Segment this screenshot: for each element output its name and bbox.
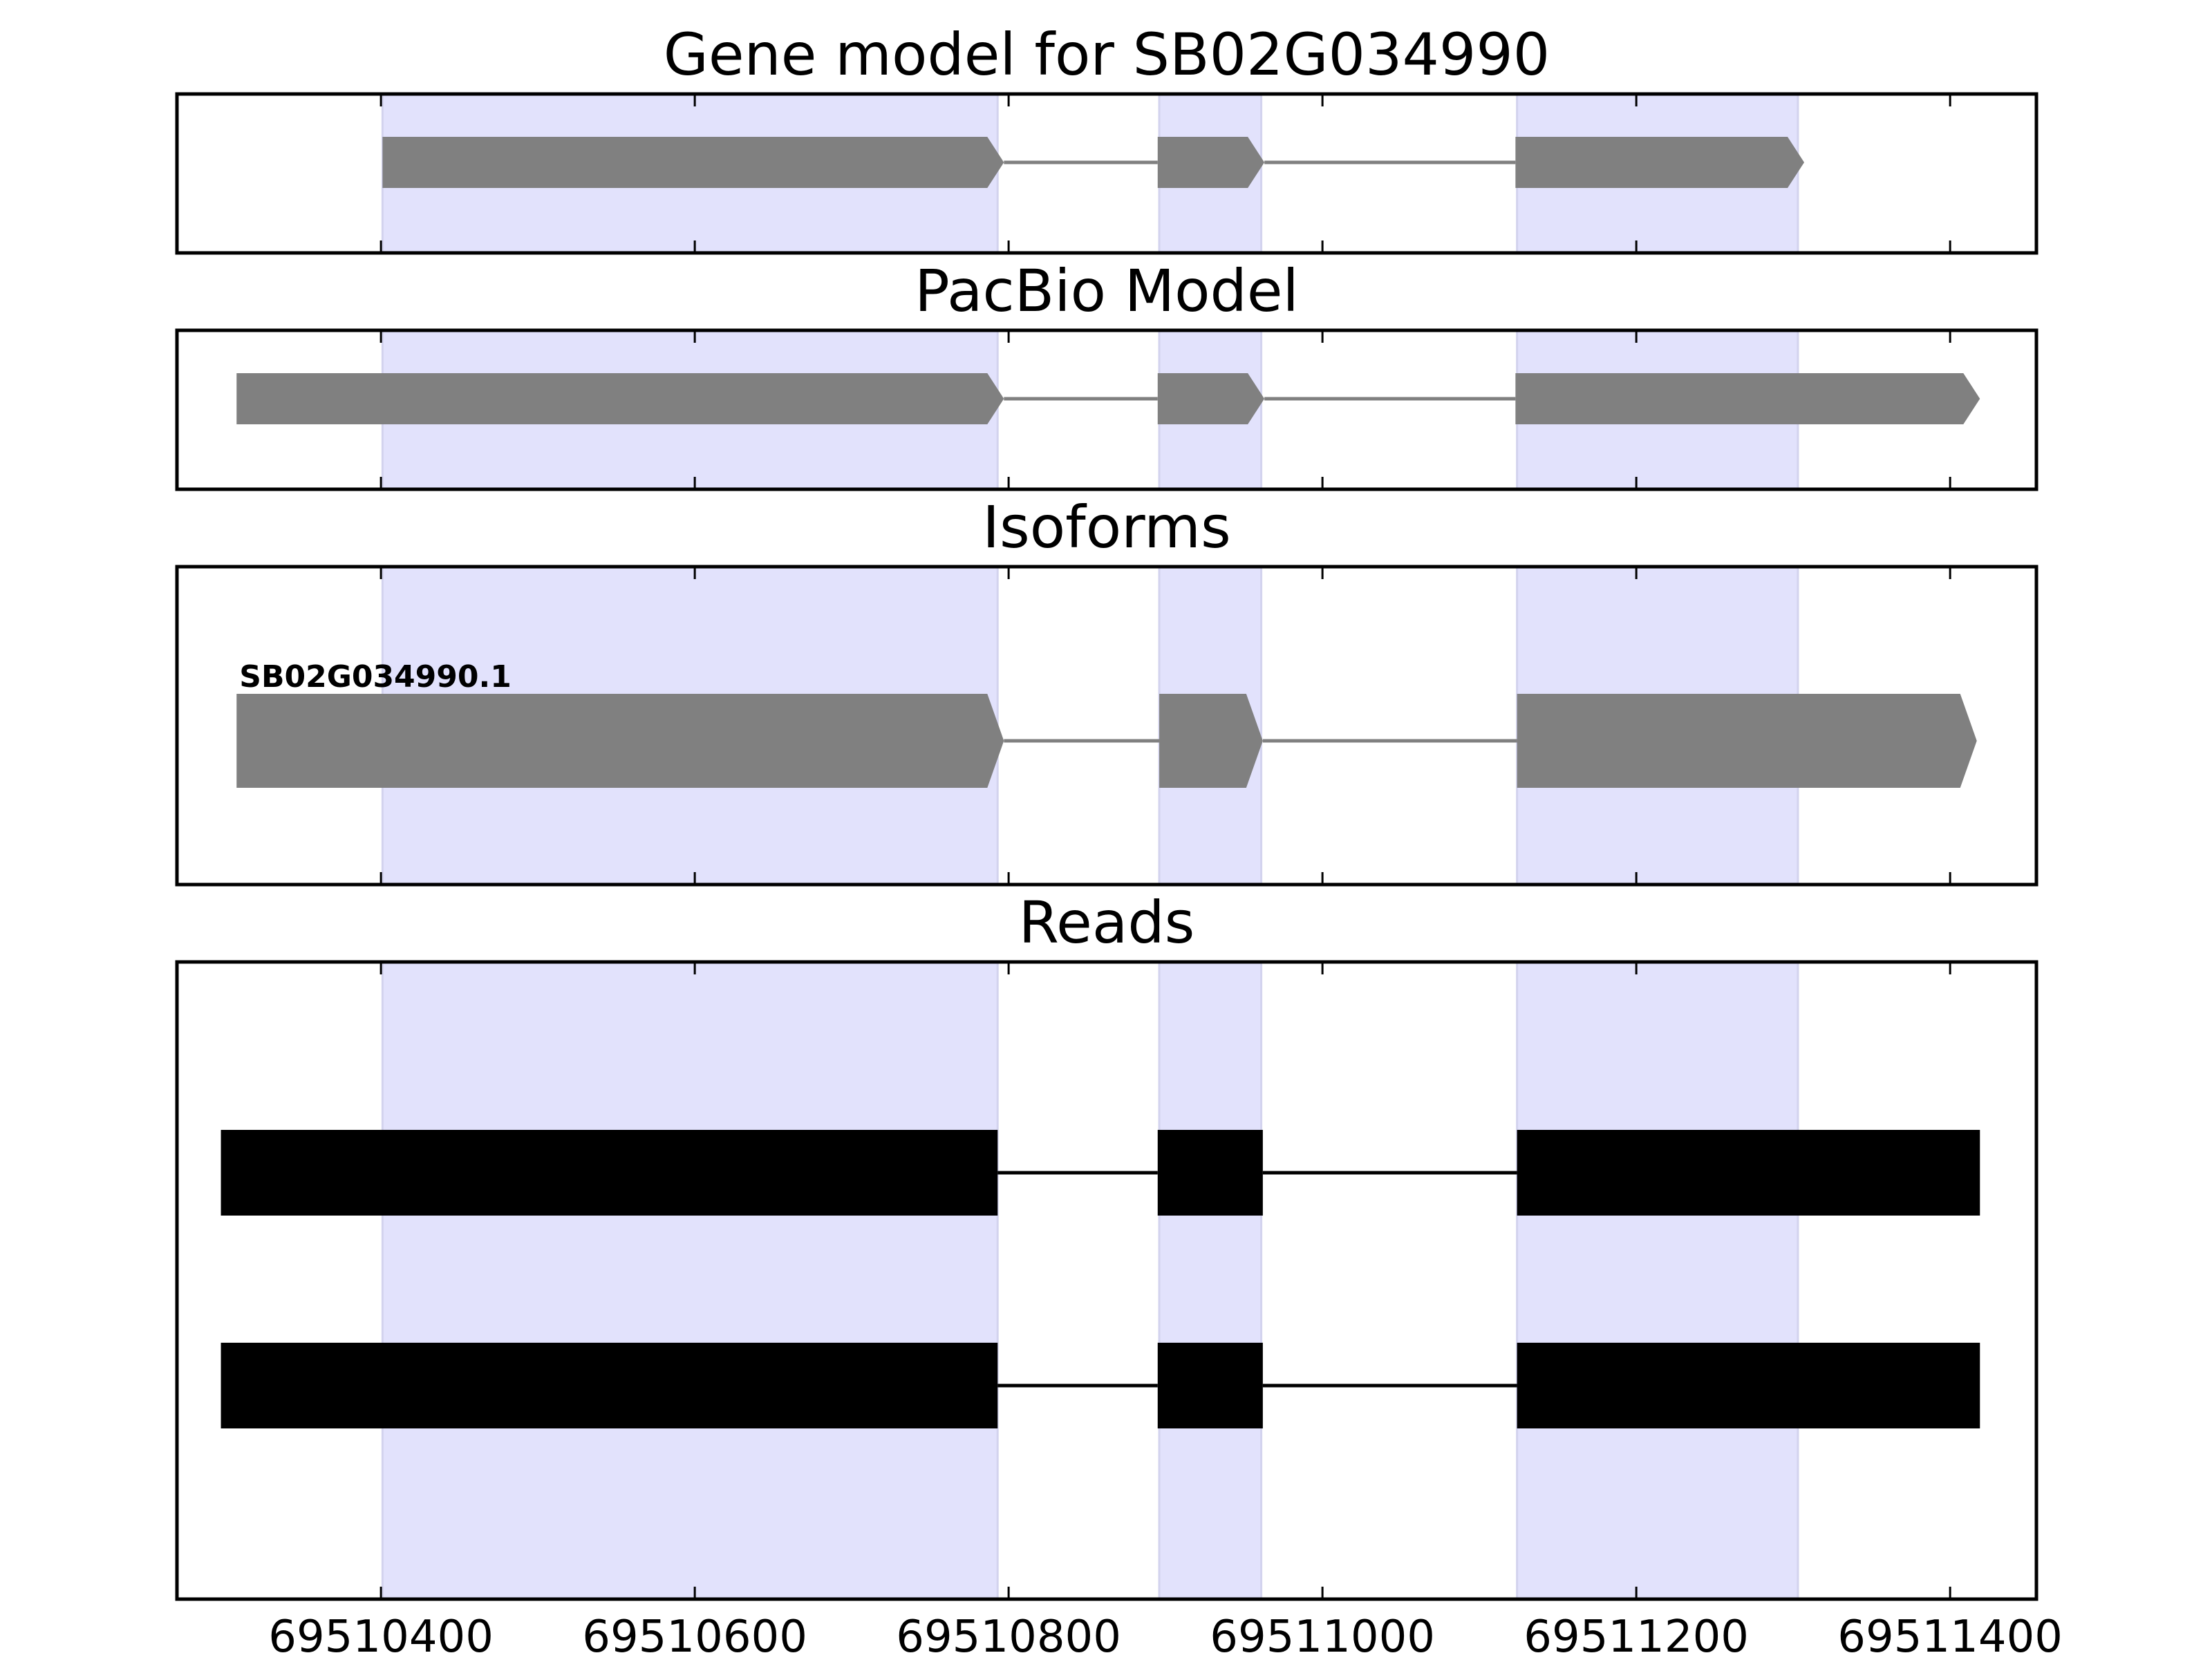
panel-0: Gene model for SB02G034990: [175, 21, 2038, 255]
read-exon: [221, 1130, 998, 1216]
read-exon: [1517, 1343, 1980, 1428]
exon-arrow: [1159, 694, 1263, 788]
panel-title: PacBio Model: [915, 257, 1299, 325]
read-exon: [1517, 1130, 1980, 1216]
panel-title: Gene model for SB02G034990: [664, 21, 1550, 88]
panel-frame: [175, 565, 2038, 887]
highlight-region-1: [1158, 961, 1263, 1600]
x-tick-label: 69511200: [1524, 1612, 1749, 1659]
x-tick-label: 69511000: [1210, 1612, 1435, 1659]
exon-arrow: [1517, 694, 1977, 788]
x-tick-label: 69510400: [268, 1612, 494, 1659]
exon-arrow: [382, 137, 1004, 188]
exon-arrow: [1157, 373, 1265, 424]
exon-arrow: [236, 373, 1004, 424]
x-tick-label: 69511400: [1837, 1612, 2063, 1659]
read-exon: [221, 1343, 998, 1428]
exon-arrow: [1515, 373, 1980, 424]
panel-frame: [175, 960, 2038, 1601]
panel-2: Isoforms SB02G034990.1: [175, 493, 2038, 887]
panel-frame: [175, 92, 2038, 255]
read-exon: [1157, 1130, 1263, 1216]
isoform-label: SB02G034990.1: [239, 659, 512, 695]
panel-1: PacBio Model: [175, 257, 2038, 491]
read-exon: [1157, 1343, 1263, 1428]
panel-3: Reads: [175, 889, 2038, 1601]
exon-arrow: [1515, 137, 1805, 188]
panel-title: Isoforms: [982, 493, 1231, 561]
panel-frame: [175, 328, 2038, 491]
exon-arrow: [236, 694, 1004, 788]
highlight-region-2: [1516, 961, 1799, 1600]
panel-title: Reads: [1019, 889, 1195, 956]
highlight-region-0: [381, 961, 999, 1600]
x-tick-label: 69510800: [896, 1612, 1121, 1659]
exon-arrow: [1157, 137, 1265, 188]
x-tick-label: 69510600: [582, 1612, 807, 1659]
